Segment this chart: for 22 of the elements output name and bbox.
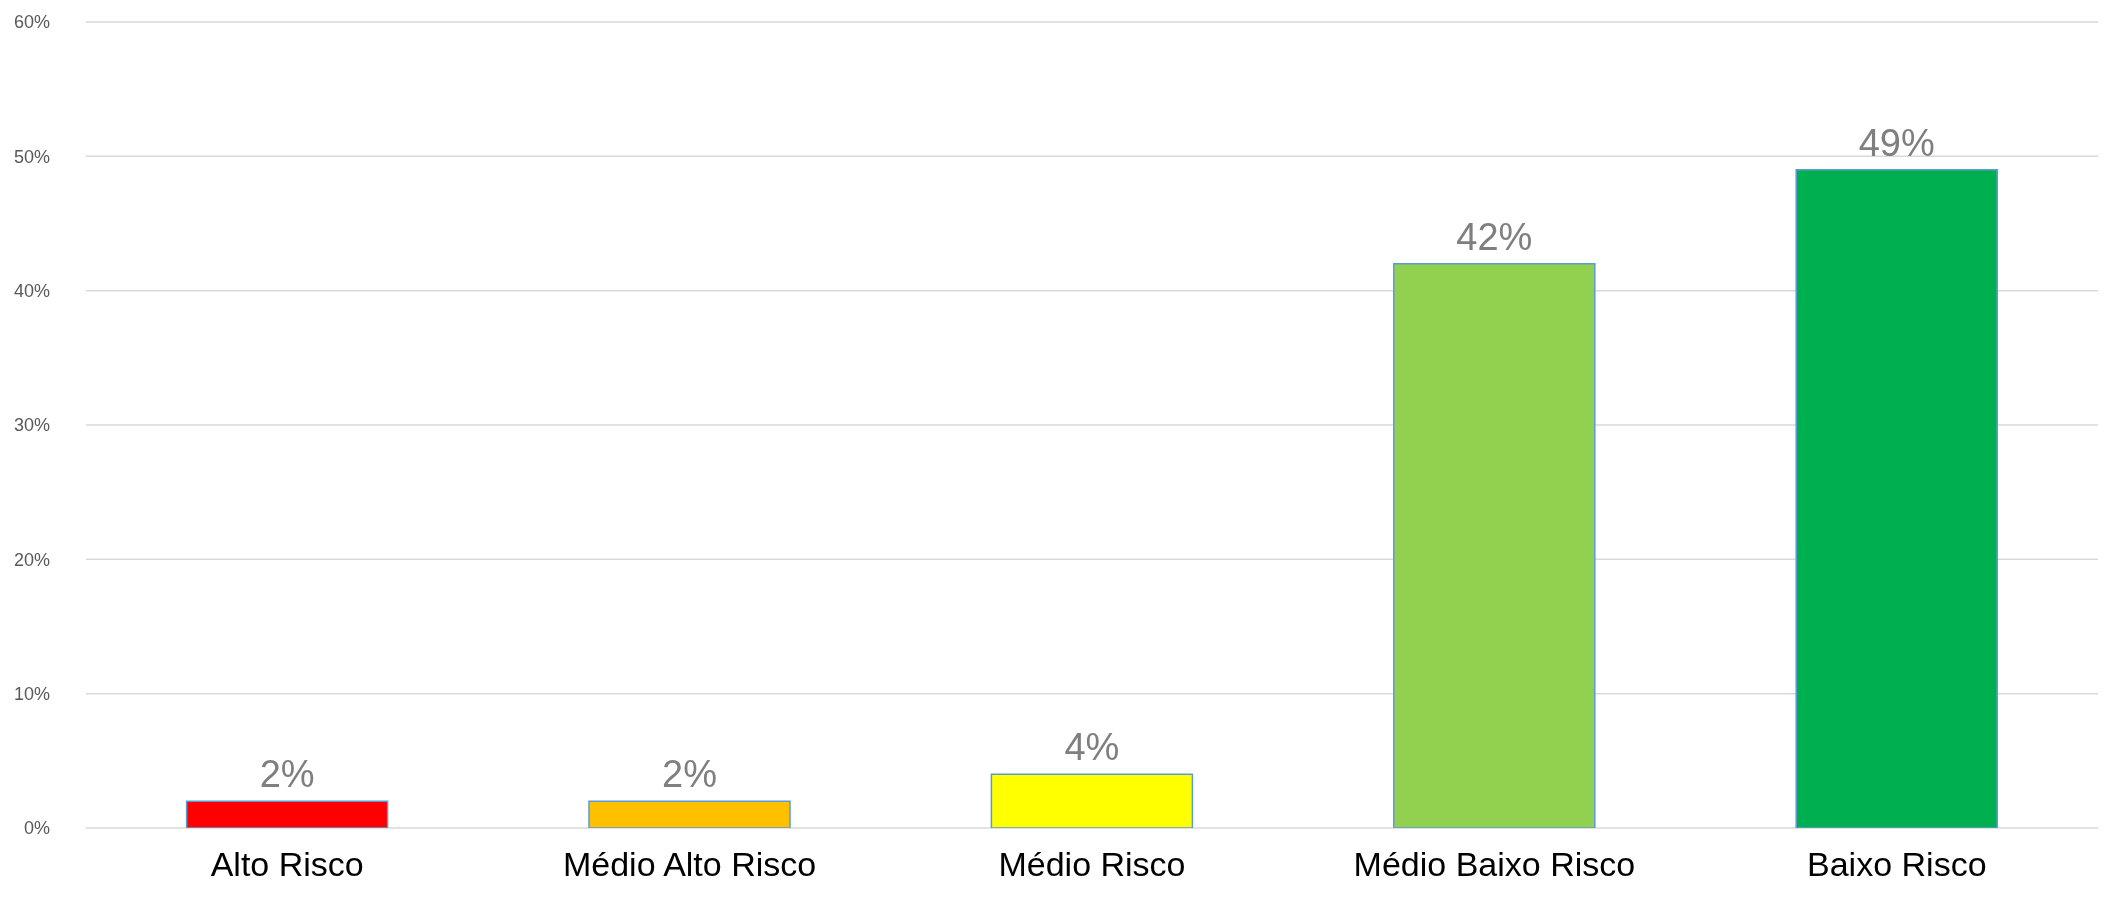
bar [185,800,389,828]
bar [588,800,791,828]
x-tick-label: Baixo Risco [1807,845,1987,884]
bar [990,773,1194,828]
x-tick-label: Médio Alto Risco [562,845,817,884]
data-label: 2% [259,753,315,796]
data-label: 2% [662,753,717,796]
y-tick-label: 20% [13,549,50,570]
y-tick-label: 0% [23,818,50,839]
data-label: 42% [1456,215,1533,258]
x-tick-label: Alto Risco [210,845,364,884]
y-tick-label: 10% [13,684,50,705]
data-label: 49% [1858,121,1935,164]
x-tick-label: Médio Risco [998,845,1186,884]
x-tick-label: Médio Baixo Risco [1353,845,1636,884]
bar [1795,169,1998,828]
bar [1393,263,1596,828]
y-tick-label: 60% [13,12,50,33]
data-label: 4% [1064,726,1120,769]
y-tick-label: 30% [13,415,50,436]
y-tick-label: 50% [13,146,50,167]
y-tick-label: 40% [13,281,50,302]
